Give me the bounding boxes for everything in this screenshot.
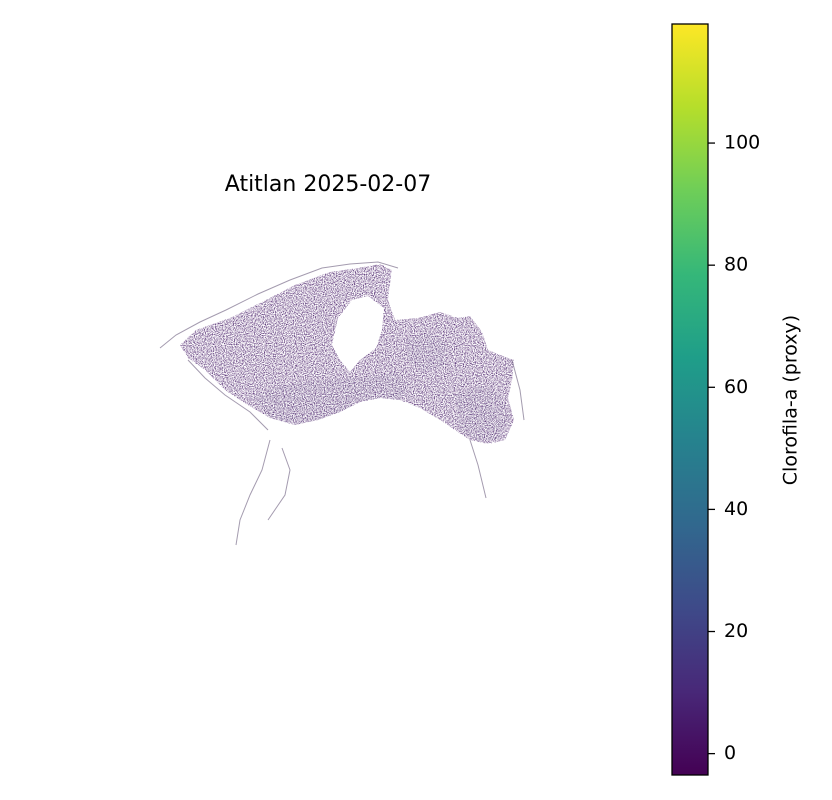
colorbar-tick-label: 100 — [724, 132, 760, 154]
data-gap — [332, 262, 404, 372]
shoreline-trace — [159, 261, 525, 546]
colorbar-label: Clorofila-a (proxy) — [780, 315, 802, 485]
colorbar-tick-label: 60 — [724, 376, 748, 398]
colorbar-tick-label: 40 — [724, 498, 748, 520]
colorbar-tick-label: 0 — [724, 742, 736, 764]
colorbar-frame — [671, 23, 709, 776]
colorbar-tick-label: 80 — [724, 254, 748, 276]
map-title: Atitlan 2025-02-07 — [224, 172, 432, 197]
lake-light-zone — [250, 332, 510, 442]
colorbar-tick-label: 20 — [724, 620, 748, 642]
colorbar-gradient — [672, 24, 708, 775]
